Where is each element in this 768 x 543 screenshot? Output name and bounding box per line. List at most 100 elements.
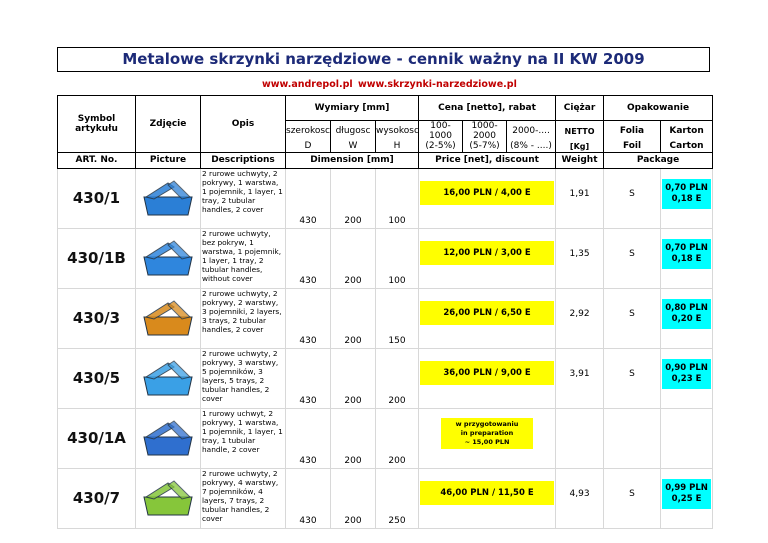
header-cell: Price [net], discount (418, 151, 557, 169)
dimension: 200 (330, 407, 376, 469)
price-note-line: ~ 15,00 PLN (464, 437, 510, 446)
carton-price: 0,80 PLN 0,20 E (662, 299, 712, 329)
foil: S (603, 227, 662, 289)
dimension: 430 (285, 287, 331, 349)
toolbox-image (143, 179, 193, 215)
foil: S (603, 467, 662, 529)
picture (135, 227, 201, 289)
dimension: 430 (285, 407, 331, 469)
carton-price-line: 0,20 E (671, 314, 702, 324)
dimension: 200 (374, 347, 420, 409)
carton-price-line: 0,70 PLN (665, 243, 708, 253)
picture (135, 347, 201, 409)
header-cell: Cena [netto], rabat (418, 95, 557, 121)
picture (135, 167, 201, 229)
dimension: 200 (330, 347, 376, 409)
art-number: 430/1B (57, 227, 136, 289)
weight: 1,91 (555, 167, 605, 229)
row: 430/5 2 rurowe uchwyty, 2 pokrywy, 3 wars… (57, 347, 714, 409)
carton: 0,80 PLN 0,20 E (660, 287, 714, 349)
header-cell: NETTO (555, 120, 605, 141)
carton-price-line: 0,18 E (671, 254, 702, 264)
toolbox-lid (167, 299, 191, 320)
header-cell: (8% - ....) (506, 141, 557, 152)
description: 2 rurowe uchwyty, 2 pokrywy, 4 warstwy, … (200, 467, 286, 529)
price-note-line: in preparation (460, 428, 514, 437)
dimension: 430 (285, 227, 331, 289)
toolbox-body (143, 316, 193, 335)
dimension: 150 (374, 287, 420, 349)
carton-price: 0,90 PLN 0,23 E (662, 359, 712, 389)
row: 430/1 2 rurowe uchwyty, 2 pokrywy, 1 wars… (57, 167, 714, 229)
price-table: Symbol artykułu Zdjęcie Opis Wymiary [mm… (57, 95, 714, 529)
header-cell: H (374, 141, 420, 152)
row: 430/3 2 rurowe uchwyty, 2 pokrywy, 2 wars… (57, 287, 714, 349)
foil: S (603, 167, 662, 229)
weight: 3,91 (555, 347, 605, 409)
toolbox-body (143, 496, 193, 515)
toolbox-body (143, 256, 193, 275)
header-cell: (2-5%) (418, 141, 464, 152)
art-number: 430/3 (57, 287, 136, 349)
link[interactable]: www.skrzynki-narzedziowe.pl (358, 79, 517, 90)
header-cell: Folia (603, 120, 662, 141)
header-cell: Descriptions (200, 151, 286, 169)
dimension: 430 (285, 467, 331, 529)
price-note: w przygotowaniu in preparation ~ 15,00 PLN (441, 417, 534, 449)
header-cell: [Kg] (555, 141, 605, 152)
carton-price-line: 0,25 E (671, 494, 702, 504)
price: 46,00 PLN / 11,50 E (420, 481, 555, 505)
dimension: 430 (285, 167, 331, 229)
price-cell: 46,00 PLN / 11,50 E (418, 467, 557, 529)
toolbox-lid (167, 239, 191, 260)
price: 26,00 PLN / 6,50 E (420, 301, 555, 325)
description: 2 rurowe uchwyty, 2 pokrywy, 1 warstwa, … (200, 167, 286, 229)
header-cell: Ciężar (555, 95, 605, 121)
header-cell: W (330, 141, 376, 152)
carton-price: 0,99 PLN 0,25 E (662, 479, 712, 509)
price-cell: 16,00 PLN / 4,00 E (418, 167, 557, 229)
art-number: 430/5 (57, 347, 136, 409)
title: Metalowe skrzynki narzędziowe - cennik w… (57, 47, 710, 72)
toolbox-image (143, 359, 193, 395)
carton-price: 0,70 PLN 0,18 E (662, 239, 712, 269)
rows: 430/1 2 rurowe uchwyty, 2 pokrywy, 1 wars… (57, 167, 714, 529)
weight: 2,92 (555, 287, 605, 349)
toolbox-body (143, 196, 193, 215)
carton: 0,70 PLN 0,18 E (660, 167, 714, 229)
toolbox-body (143, 436, 193, 455)
dimension: 200 (330, 227, 376, 289)
header-cell: Dimension [mm] (284, 151, 420, 169)
header-cell: Picture (135, 151, 201, 169)
toolbox-body (143, 376, 193, 395)
carton-price-line: 0,90 PLN (665, 363, 708, 373)
toolbox-lid (167, 179, 191, 200)
foil (603, 407, 662, 469)
toolbox-image (143, 299, 193, 335)
dimension: 100 (374, 227, 420, 289)
carton: 0,99 PLN 0,25 E (660, 467, 714, 529)
price: 12,00 PLN / 3,00 E (420, 241, 555, 265)
toolbox-lid (167, 419, 191, 440)
header-cell: Karton (660, 120, 714, 141)
header-cell: Symbol artykułu (57, 95, 136, 153)
art-number: 430/1A (57, 407, 136, 469)
link[interactable]: www.andrepol.pl (262, 79, 353, 90)
weight (555, 407, 605, 469)
description: 2 rurowe uchwyty, bez pokryw, 1 warstwa,… (200, 227, 286, 289)
price-cell: 36,00 PLN / 9,00 E (418, 347, 557, 409)
header-cell: 1000-2000 (462, 120, 508, 141)
row: 430/1B 2 rurowe uchwyty, bez pokryw, 1 wa… (57, 227, 714, 289)
header-cell: D (285, 141, 331, 152)
dimension: 200 (374, 407, 420, 469)
art-number: 430/1 (57, 167, 136, 229)
carton (660, 407, 714, 469)
dimension: 100 (374, 167, 420, 229)
header-cell: Package (603, 151, 714, 169)
carton-price: 0,70 PLN 0,18 E (662, 179, 712, 209)
weight: 1,35 (555, 227, 605, 289)
row: 430/1A 1 rurowy uchwyt, 2 pokrywy, 1 wars… (57, 407, 714, 469)
carton: 0,70 PLN 0,18 E (660, 227, 714, 289)
toolbox-lid (167, 479, 191, 500)
header-cell: ART. No. (57, 151, 136, 169)
